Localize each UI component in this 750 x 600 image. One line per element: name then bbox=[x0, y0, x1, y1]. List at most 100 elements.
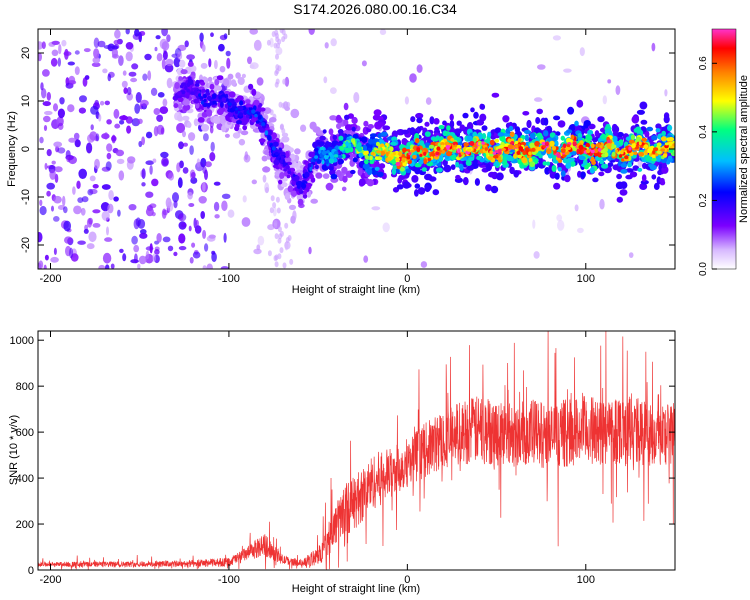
heatmap-cell bbox=[67, 61, 76, 66]
heatmap-cell bbox=[391, 160, 397, 165]
heatmap-cell bbox=[188, 132, 196, 141]
heatmap-cell bbox=[290, 108, 300, 119]
heatmap-cell bbox=[227, 102, 232, 106]
heatmap-cell bbox=[152, 158, 157, 163]
heatmap-cell bbox=[266, 39, 271, 46]
heatmap-cell bbox=[551, 154, 558, 160]
heatmap-cell bbox=[443, 164, 452, 173]
heatmap-cell bbox=[280, 182, 288, 188]
heatmap-cell bbox=[212, 100, 217, 105]
heatmap-cell bbox=[651, 158, 657, 162]
heatmap-cell bbox=[396, 184, 404, 190]
heatmap-cell bbox=[182, 167, 189, 174]
heatmap-cell bbox=[189, 257, 194, 264]
heatmap-cell bbox=[517, 137, 522, 144]
heatmap-cell bbox=[41, 41, 46, 49]
heatmap-cell bbox=[90, 124, 94, 131]
heatmap-cell bbox=[230, 79, 237, 87]
heatmap-cell bbox=[543, 117, 549, 126]
heatmap-cell bbox=[361, 60, 367, 67]
heatmap-cell bbox=[387, 156, 392, 162]
heatmap-cell bbox=[620, 181, 628, 190]
heatmap-cell bbox=[149, 243, 153, 254]
heatmap-cell bbox=[522, 111, 530, 116]
heatmap-cell bbox=[74, 139, 81, 148]
heatmap-cell bbox=[179, 84, 184, 89]
heatmap-cell bbox=[228, 91, 236, 98]
heatmap-cell bbox=[310, 198, 319, 204]
heatmap-cell bbox=[374, 160, 380, 169]
heatmap-cell bbox=[322, 173, 330, 180]
heatmap-cell bbox=[660, 136, 667, 142]
heatmap-cell bbox=[521, 157, 528, 164]
spectrogram-y-axis: 20 10 0 -10 -20 bbox=[20, 47, 675, 253]
heatmap-cell bbox=[86, 142, 93, 154]
heatmap-cell bbox=[315, 172, 323, 179]
heatmap-cell bbox=[363, 150, 368, 156]
heatmap-cell bbox=[321, 150, 327, 156]
heatmap-cell bbox=[121, 80, 128, 88]
heatmap-cell bbox=[157, 92, 165, 98]
heatmap-cell bbox=[577, 227, 584, 234]
heatmap-cell bbox=[624, 155, 629, 160]
heatmap-cell bbox=[364, 159, 369, 165]
heatmap-cell bbox=[611, 151, 616, 157]
heatmap-cell bbox=[62, 195, 66, 207]
heatmap-cell bbox=[578, 144, 584, 150]
heatmap-cell bbox=[179, 59, 186, 68]
heatmap-cell bbox=[348, 153, 354, 161]
heatmap-cell bbox=[244, 151, 248, 161]
heatmap-cell bbox=[98, 114, 102, 122]
heatmap-cell bbox=[279, 159, 283, 165]
heatmap-cell bbox=[418, 159, 424, 165]
heatmap-cell bbox=[450, 138, 455, 142]
heatmap-cell bbox=[203, 133, 209, 142]
heatmap-cell bbox=[162, 98, 168, 107]
heatmap-cell bbox=[176, 114, 183, 122]
colorbar-label: Normalized spectral amplitude bbox=[738, 75, 750, 223]
heatmap-cell bbox=[137, 118, 143, 125]
heatmap-cell bbox=[668, 141, 673, 145]
heatmap-cell bbox=[510, 141, 515, 145]
snr-panel: -200 -100 0 100 0 200 400 600 800 1000 Height of… bbox=[8, 330, 676, 595]
heatmap-cell bbox=[367, 124, 375, 129]
heatmap-cell bbox=[38, 260, 44, 269]
heatmap-cell bbox=[138, 140, 143, 148]
heatmap-cell bbox=[267, 250, 272, 257]
heatmap-cell bbox=[643, 149, 649, 156]
heatmap-cell bbox=[86, 243, 95, 250]
heatmap-cell bbox=[290, 190, 298, 197]
heatmap-cell bbox=[481, 133, 487, 140]
heatmap-cell bbox=[378, 163, 386, 169]
heatmap-cell bbox=[154, 249, 160, 255]
heatmap-cell bbox=[172, 192, 179, 203]
heatmap-cell bbox=[39, 205, 47, 216]
heatmap-cell bbox=[77, 240, 86, 245]
heatmap-cell bbox=[155, 35, 161, 40]
heatmap-cell bbox=[199, 96, 204, 100]
heatmap-cell bbox=[576, 99, 584, 108]
heatmap-cell bbox=[382, 222, 390, 233]
heatmap-cell bbox=[534, 97, 543, 102]
heatmap-cell bbox=[489, 150, 493, 154]
heatmap-cell bbox=[251, 88, 257, 96]
heatmap-cell bbox=[352, 157, 358, 163]
heatmap-cell bbox=[601, 163, 609, 169]
heatmap-cell bbox=[188, 225, 192, 232]
heatmap-cell bbox=[97, 40, 106, 48]
heatmap-cell bbox=[92, 57, 101, 64]
heatmap-cell bbox=[553, 115, 561, 121]
heatmap-cell bbox=[410, 149, 415, 153]
spectrogram-x-axis: -200 -100 0 100 bbox=[39, 29, 595, 285]
heatmap-cell bbox=[197, 117, 205, 123]
heatmap-cell bbox=[473, 111, 479, 119]
snr-x-axis: -200 -100 0 100 bbox=[39, 331, 595, 586]
heatmap-cell bbox=[587, 129, 594, 135]
heatmap-cell bbox=[102, 252, 112, 264]
heatmap-cell bbox=[445, 145, 451, 149]
heatmap-cell bbox=[419, 140, 425, 146]
heatmap-cell bbox=[270, 195, 275, 202]
heatmap-cell bbox=[274, 261, 279, 268]
heatmap-cell bbox=[237, 105, 244, 111]
